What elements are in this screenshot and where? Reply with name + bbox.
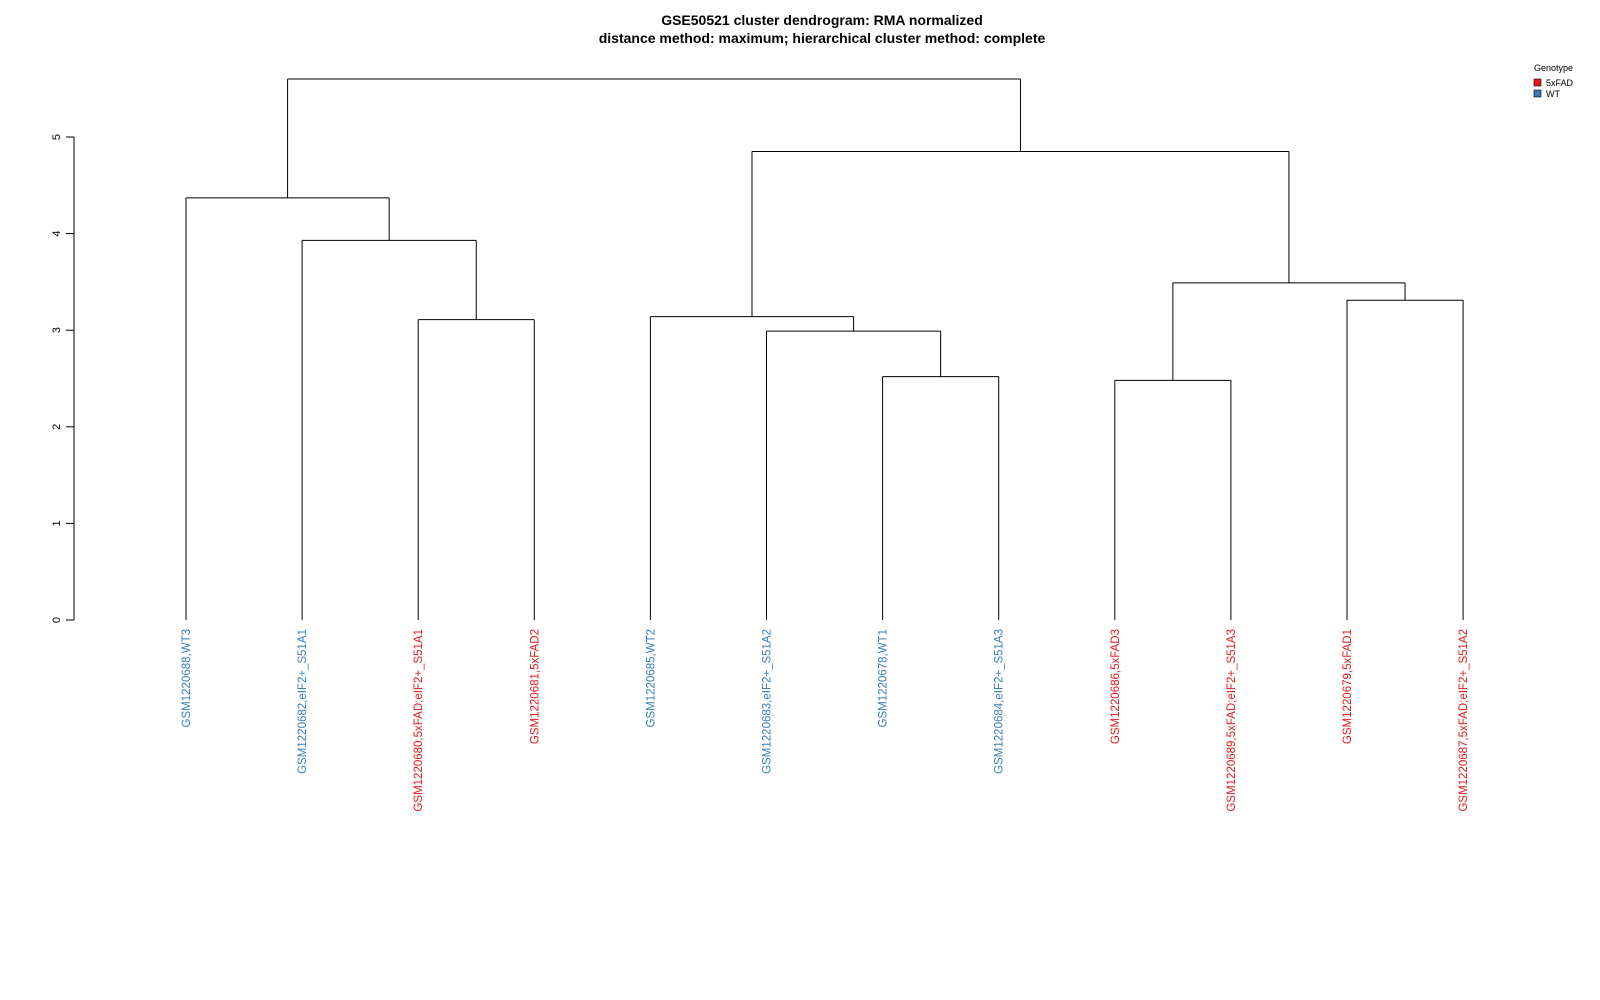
y-tick-label: 2	[51, 424, 63, 430]
legend-label-5xfad: 5xFAD	[1546, 78, 1574, 88]
y-tick-label: 0	[51, 617, 63, 623]
y-axis: 0 1 2 3 4 5	[51, 134, 75, 623]
leaf-label: GSM1220684,eIF2+_S51A3	[994, 629, 1006, 774]
leaf-label: GSM1220683,eIF2+_S51A2	[762, 629, 774, 774]
leaf-label: GSM1220687,5xFAD;eIF2+_S51A2	[1458, 629, 1470, 812]
y-tick-label: 4	[51, 231, 63, 237]
dendrogram-tree	[185, 78, 1464, 620]
leaf-label: GSM1220686,5xFAD3	[1110, 629, 1122, 744]
leaf-labels: GSM1220688,WT3 GSM1220682,eIF2+_S51A1 GSM1…	[181, 629, 1470, 812]
leaf-label: GSM1220679,5xFAD1	[1342, 629, 1354, 744]
y-tick-label: 3	[51, 327, 63, 333]
chart-subtitle: distance method: maximum; hierarchical c…	[599, 30, 1046, 46]
chart-title: GSE50521 cluster dendrogram: RMA normali…	[661, 12, 983, 28]
y-tick-label: 5	[51, 134, 63, 140]
leaf-label: GSM1220685,WT2	[645, 629, 657, 727]
legend-label-wt: WT	[1546, 89, 1560, 99]
leaf-label: GSM1220689,5xFAD;eIF2+_S51A3	[1226, 629, 1238, 812]
legend-swatch-5xfad	[1533, 78, 1542, 87]
leaf-label: GSM1220680,5xFAD;eIF2+_S51A1	[413, 629, 425, 812]
y-tick-label: 1	[51, 520, 63, 526]
leaf-label: GSM1220678,WT1	[878, 629, 890, 727]
leaf-label: GSM1220682,eIF2+_S51A1	[297, 629, 309, 774]
legend: Genotype 5xFAD WT	[1533, 63, 1574, 99]
legend-title: Genotype	[1534, 63, 1573, 73]
leaf-label: GSM1220681,5xFAD2	[529, 629, 541, 744]
leaf-label: GSM1220688,WT3	[181, 629, 193, 727]
legend-swatch-wt	[1533, 89, 1542, 98]
